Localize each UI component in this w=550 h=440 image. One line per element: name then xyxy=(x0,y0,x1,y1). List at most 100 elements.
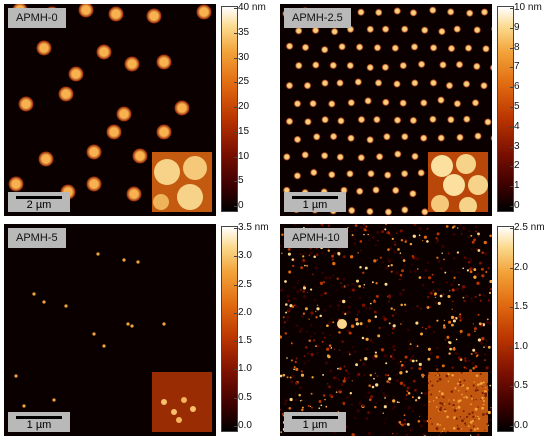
colorbar-tick-mark xyxy=(510,206,513,207)
speckle xyxy=(326,324,329,328)
speckle xyxy=(291,305,295,308)
speckle xyxy=(310,311,314,315)
afm-image-apmh-10: APMH-10 1 µm xyxy=(280,224,492,436)
speckle xyxy=(308,339,311,342)
colorbar-tick-mark xyxy=(234,397,237,399)
particle xyxy=(68,66,84,82)
speckle xyxy=(395,232,398,235)
speckle xyxy=(327,224,331,227)
particle xyxy=(132,148,148,164)
speckle xyxy=(491,347,492,349)
speckle xyxy=(302,312,306,315)
colorbar-tick-mark xyxy=(510,267,513,269)
speckle xyxy=(427,295,430,299)
speckle xyxy=(470,434,472,436)
speckle xyxy=(411,255,414,258)
speckle xyxy=(280,431,283,434)
speckle xyxy=(316,344,320,348)
speckle xyxy=(478,293,481,297)
speckle xyxy=(485,320,489,324)
particle xyxy=(286,42,294,50)
speckle xyxy=(324,361,329,365)
particle xyxy=(92,332,96,336)
scale-bar-line xyxy=(16,196,62,199)
speckle xyxy=(437,288,440,292)
speckle xyxy=(314,266,318,270)
speckle xyxy=(436,256,439,259)
particle xyxy=(484,118,492,126)
speckle xyxy=(311,408,314,411)
speckle xyxy=(439,294,443,298)
speckle xyxy=(427,347,431,351)
speckle xyxy=(449,347,452,351)
speckle xyxy=(473,275,477,279)
particle xyxy=(453,100,461,108)
inset-speckle xyxy=(472,415,475,419)
particle xyxy=(466,9,474,17)
speckle xyxy=(449,290,451,292)
speckle xyxy=(447,345,451,349)
speckle xyxy=(462,226,466,230)
inset-speckle xyxy=(446,415,449,419)
colorbar-tick-mark xyxy=(510,107,513,108)
inset-speckle xyxy=(471,398,473,400)
speckle xyxy=(479,340,483,344)
speckle xyxy=(373,259,377,263)
particle xyxy=(52,398,56,402)
inset-speckle xyxy=(465,424,467,426)
speckle xyxy=(402,383,406,387)
speckle xyxy=(434,296,437,299)
particle xyxy=(399,62,407,70)
particle xyxy=(420,99,428,107)
speckle xyxy=(467,333,471,337)
speckle xyxy=(452,347,456,351)
speckle xyxy=(399,371,403,375)
particle xyxy=(356,187,364,195)
speckle xyxy=(474,351,478,355)
speckle xyxy=(358,296,362,300)
colorbar xyxy=(497,226,514,432)
particle xyxy=(283,153,291,161)
speckle xyxy=(402,259,406,262)
speckle xyxy=(435,237,438,240)
inset-speckle xyxy=(440,392,444,396)
particle xyxy=(108,6,124,22)
colorbar-tick-mark xyxy=(510,307,513,309)
inset-image xyxy=(152,152,212,212)
particle xyxy=(357,154,365,162)
speckle xyxy=(407,391,411,395)
speckle xyxy=(286,410,288,413)
particle xyxy=(346,62,354,70)
afm-image-apmh-5: APMH-5 1 µm xyxy=(4,224,216,436)
speckle xyxy=(388,322,391,325)
particle xyxy=(382,98,390,106)
inset-speckle xyxy=(460,371,463,374)
speckle xyxy=(290,380,294,384)
particle xyxy=(64,304,68,308)
particle xyxy=(156,124,172,140)
particle xyxy=(321,79,329,87)
colorbar-tick-mark xyxy=(510,346,513,348)
scale-bar-line xyxy=(16,416,62,419)
speckle xyxy=(409,242,413,246)
speckle xyxy=(489,384,492,387)
speckle xyxy=(418,226,422,231)
colorbar-tick-label: 0.0 xyxy=(238,420,252,431)
speckle xyxy=(319,314,322,318)
colorbar-tick-mark xyxy=(234,312,237,314)
speckle xyxy=(399,292,403,296)
speckle xyxy=(459,333,461,335)
particle xyxy=(122,258,126,262)
speckle xyxy=(464,256,468,260)
speckle xyxy=(284,280,287,283)
particle xyxy=(22,404,26,408)
inset-speckle xyxy=(476,427,479,430)
speckle xyxy=(393,308,396,311)
particle xyxy=(393,7,401,15)
speckle xyxy=(441,252,443,254)
speckle xyxy=(434,292,437,296)
speckle xyxy=(486,318,489,321)
speckle xyxy=(420,392,423,394)
speckle xyxy=(421,283,425,287)
speckle xyxy=(365,325,369,328)
